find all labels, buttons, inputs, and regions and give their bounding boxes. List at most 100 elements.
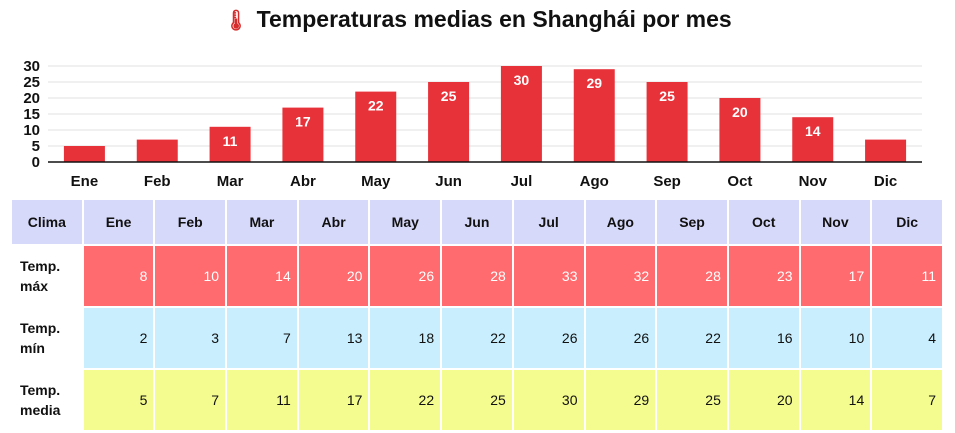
table-cell: 22 xyxy=(442,308,512,370)
data-label: 25 xyxy=(441,88,457,104)
bar xyxy=(209,126,251,162)
x-tick-label: May xyxy=(361,173,391,190)
row-label-line1: Temp. xyxy=(20,320,61,336)
page-title: 🌡 Temperaturas medias en Shanghái por mes xyxy=(0,6,955,33)
x-tick-label: Mar xyxy=(217,173,244,190)
month-header: May xyxy=(370,200,441,246)
table-corner-header: Clima xyxy=(12,200,82,246)
month-header: Nov xyxy=(800,200,871,246)
thermometer-icon: 🌡 xyxy=(223,10,249,32)
table-cell: 30 xyxy=(513,370,584,430)
table-cell: 11 xyxy=(872,246,942,308)
x-tick-label: Dic xyxy=(874,173,897,190)
table-cell: 8 xyxy=(83,246,154,308)
bar xyxy=(646,82,688,162)
month-header: Ago xyxy=(585,200,656,246)
data-label: 14 xyxy=(805,123,821,139)
table-cell: 13 xyxy=(298,308,369,370)
table-cell: 20 xyxy=(298,246,369,308)
x-tick-label: Ago xyxy=(580,173,609,190)
bar xyxy=(500,66,542,162)
table-cell: 7 xyxy=(872,370,942,430)
y-tick-label: 20 xyxy=(23,90,40,107)
table-cell: 16 xyxy=(728,308,799,370)
month-header: Jul xyxy=(513,200,584,246)
table-row-min-temp: Temp. mín 2 3 7 13 18 22 26 26 22 16 10 4 xyxy=(12,308,942,370)
table-cell: 7 xyxy=(227,308,297,370)
x-tick-label: Abr xyxy=(290,173,316,190)
month-header: Mar xyxy=(227,200,297,246)
x-tick-label: Ene xyxy=(71,173,99,190)
x-tick-label: Nov xyxy=(799,173,828,190)
row-label-mean: Temp. media xyxy=(12,370,82,430)
table-cell: 17 xyxy=(800,246,871,308)
data-label: 17 xyxy=(295,114,311,130)
month-header: Jun xyxy=(442,200,512,246)
month-header: Ene xyxy=(83,200,154,246)
data-label: 30 xyxy=(514,72,530,88)
bar xyxy=(282,107,324,162)
row-label-max: Temp. máx xyxy=(12,246,82,308)
table-cell: 26 xyxy=(513,308,584,370)
table-cell: 18 xyxy=(370,308,441,370)
y-tick-label: 30 xyxy=(23,58,40,75)
data-label: 29 xyxy=(586,75,602,91)
row-label-line2: media xyxy=(20,402,61,418)
table-cell: 4 xyxy=(872,308,942,370)
data-label: 20 xyxy=(732,104,748,120)
bar xyxy=(792,117,834,162)
y-tick-label: 5 xyxy=(32,138,40,155)
table-cell: 26 xyxy=(370,246,441,308)
bar xyxy=(136,139,178,162)
row-label-line2: mín xyxy=(20,340,45,356)
bar xyxy=(865,139,907,162)
table-cell: 10 xyxy=(155,246,226,308)
table-cell: 26 xyxy=(585,308,656,370)
y-tick-label: 0 xyxy=(32,154,40,171)
table-cell: 22 xyxy=(370,370,441,430)
table-cell: 7 xyxy=(155,370,226,430)
table-cell: 5 xyxy=(83,370,154,430)
y-tick-label: 10 xyxy=(23,122,40,139)
table-cell: 28 xyxy=(657,246,727,308)
month-header: Dic xyxy=(872,200,942,246)
data-label: 22 xyxy=(368,98,384,114)
bar xyxy=(428,82,470,162)
bar xyxy=(355,91,397,162)
table-cell: 14 xyxy=(227,246,297,308)
table-cell: 29 xyxy=(585,370,656,430)
month-header: Oct xyxy=(728,200,799,246)
x-tick-label: Sep xyxy=(653,173,681,190)
bar xyxy=(573,69,615,162)
table-row-mean-temp: Temp. media 5 7 11 17 22 25 30 29 25 20 1… xyxy=(12,370,942,430)
table-cell: 28 xyxy=(442,246,512,308)
table-row-max-temp: Temp. máx 8 10 14 20 26 28 33 32 28 23 17… xyxy=(12,246,942,308)
row-label-line1: Temp. xyxy=(20,258,61,274)
x-tick-label: Feb xyxy=(144,173,171,190)
bar xyxy=(63,146,105,162)
data-label: 11 xyxy=(223,133,238,149)
month-header: Feb xyxy=(155,200,226,246)
row-label-line2: máx xyxy=(20,278,49,294)
x-tick-label: Jul xyxy=(511,173,533,190)
table-cell: 20 xyxy=(728,370,799,430)
table-cell: 3 xyxy=(155,308,226,370)
table-cell: 32 xyxy=(585,246,656,308)
y-tick-label: 15 xyxy=(23,106,40,123)
table-cell: 25 xyxy=(657,370,727,430)
y-tick-label: 25 xyxy=(23,74,40,91)
data-label: 25 xyxy=(659,88,675,104)
bar xyxy=(719,98,761,162)
table-cell: 11 xyxy=(227,370,297,430)
x-tick-label: Oct xyxy=(727,173,752,190)
table-cell: 17 xyxy=(298,370,369,430)
table-cell: 25 xyxy=(442,370,512,430)
table-header-row: Clima Ene Feb Mar Abr May Jun Jul Ago Se… xyxy=(12,200,942,246)
row-label-line1: Temp. xyxy=(20,382,61,398)
table-cell: 23 xyxy=(728,246,799,308)
row-label-min: Temp. mín xyxy=(12,308,82,370)
month-header: Sep xyxy=(657,200,727,246)
month-header: Abr xyxy=(298,200,369,246)
table-cell: 33 xyxy=(513,246,584,308)
table-cell: 2 xyxy=(83,308,154,370)
